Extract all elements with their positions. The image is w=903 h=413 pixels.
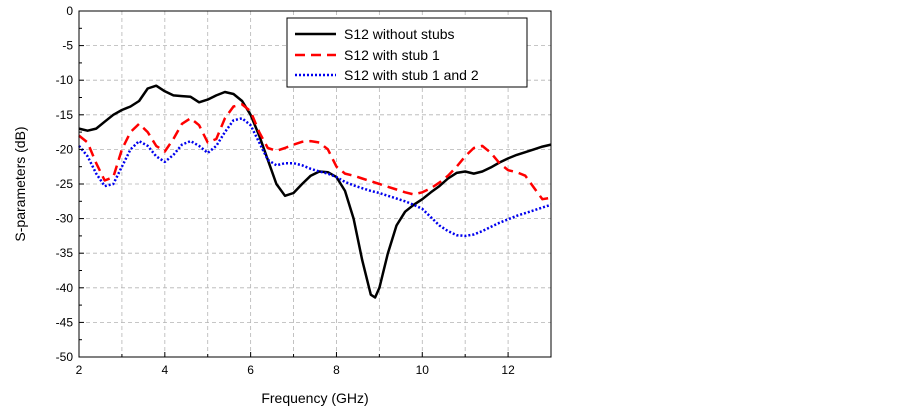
x-tick-label: 2 xyxy=(76,363,83,377)
y-tick-label: -10 xyxy=(56,73,74,87)
y-tick-label: -5 xyxy=(62,39,73,53)
legend-label-stub-1: S12 with stub 1 xyxy=(344,47,440,63)
series-line-2 xyxy=(78,117,552,238)
x-axis-ticks: 2 4 6 8 10 12 xyxy=(76,352,552,377)
y-tick-label: -40 xyxy=(56,281,74,295)
series-line-0 xyxy=(78,84,552,299)
y-tick-label: -30 xyxy=(56,212,74,226)
y-axis-title: S-parameters (dB) xyxy=(12,126,28,241)
legend-label-stub-1-and-2: S12 with stub 1 and 2 xyxy=(344,67,479,83)
x-tick-label: 8 xyxy=(333,363,340,377)
legend-label-without-stubs: S12 without stubs xyxy=(344,26,455,42)
y-tick-label: -25 xyxy=(56,177,74,191)
data-series xyxy=(78,84,552,299)
y-tick-label: -15 xyxy=(56,108,74,122)
legend: S12 without stubs S12 with stub 1 S12 wi… xyxy=(286,17,528,88)
y-tick-label: -20 xyxy=(56,142,74,156)
y-tick-label: 0 xyxy=(66,4,73,18)
x-axis-title: Frequency (GHz) xyxy=(261,390,368,406)
x-tick-label: 6 xyxy=(247,363,254,377)
y-tick-label: -35 xyxy=(56,246,74,260)
series-line-1 xyxy=(78,103,552,201)
y-tick-label: -50 xyxy=(56,350,74,364)
x-tick-label: 10 xyxy=(416,363,430,377)
y-axis-ticks: 0 -5 -10 -15 -20 -25 -30 -35 -40 -45 -50 xyxy=(56,4,84,364)
x-tick-label: 4 xyxy=(161,363,168,377)
x-tick-label: 12 xyxy=(501,363,515,377)
y-tick-label: -45 xyxy=(56,315,74,329)
